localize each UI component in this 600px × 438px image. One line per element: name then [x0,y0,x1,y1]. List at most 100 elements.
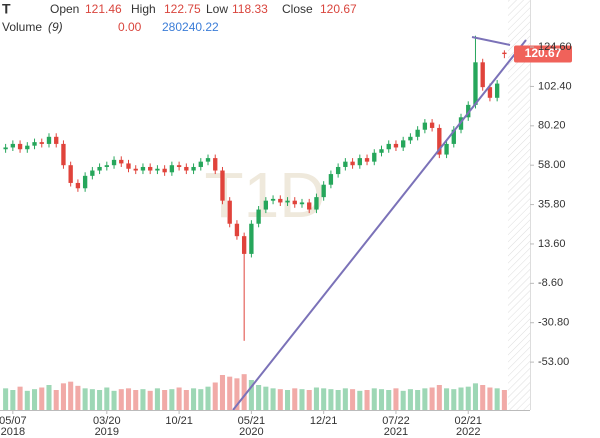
volume-bar [10,390,16,410]
volume-bar [118,389,124,410]
candle-body [162,168,167,173]
volume-bar [198,389,204,410]
volume-bar [191,388,197,410]
volume-bar [227,376,233,410]
volume-bar [306,390,312,410]
y-tick-label: -8.60 [538,277,563,289]
ohlc-value: 122.75 [164,2,201,16]
y-tick-label: 80.20 [538,120,566,132]
x-tick-year: 2022 [456,426,480,438]
volume-bar [501,390,507,410]
ohlc-label: Close [282,2,313,16]
y-tick-label: 58.00 [538,159,566,171]
candle-body [3,147,8,150]
volume-bar [263,386,269,410]
candle-body [386,143,391,150]
volume-bar [465,386,471,410]
candle-body [176,165,182,167]
volume-bar [378,389,385,410]
candle-body [415,129,420,137]
volume-bar [212,382,218,410]
candle-body [249,223,254,254]
volume-bar [444,388,450,410]
candle-body [444,143,449,155]
y-tick-label: 124.60 [538,41,572,53]
candle-body [292,200,297,205]
future-area [508,0,530,410]
candle-body [169,165,175,173]
candle-body [364,158,370,162]
candle-body [10,143,16,148]
candle-body [285,200,290,203]
volume-bar [357,390,363,410]
candle-body [314,197,319,210]
candle-body [422,122,428,130]
candle-body [155,168,160,171]
y-tick-label: -53.00 [538,356,569,368]
x-tick-year: 2021 [384,426,408,438]
candle-body [357,158,362,166]
candle-body [61,143,66,166]
volume-bar [169,389,175,410]
volume-bar [89,389,95,410]
x-tick-label: 05/07 [0,415,27,427]
candle-body [270,198,276,201]
candle-body [25,145,30,150]
candle-body [213,158,218,171]
x-tick-year: 2020 [239,426,263,438]
volume-bar [451,389,457,410]
candle-body [68,165,73,183]
candle-body [220,170,225,201]
candle-body [307,202,312,210]
volume-bar [24,390,30,410]
x-tick-label: 10/21 [165,415,193,427]
volume-bar [321,388,327,410]
volume-bar [53,390,59,410]
volume-bar [458,387,464,410]
x-tick-year: 2018 [1,426,25,438]
symbol: T [2,1,11,17]
volume-bar [154,388,160,410]
candle-body [82,175,88,189]
candle-body [126,163,131,169]
volume-bar [3,388,9,410]
volume-bar [407,389,413,410]
candle-body [39,142,44,144]
x-tick-label: 07/22 [382,415,410,427]
candle-body [234,223,240,237]
volume-bar [133,390,139,410]
volume-bar [328,389,334,410]
candle-body [480,62,485,88]
candle-body [97,166,102,171]
y-tick-label: 102.40 [538,80,572,92]
volume-bar [472,383,479,410]
candle-body [104,165,109,167]
volume-bar [494,388,500,410]
volume-bar [234,378,240,410]
candle-body [148,166,153,171]
candle-body [256,209,261,224]
ohlc-value: 118.33 [232,2,268,16]
volume-bar [68,381,74,410]
volume-bar [335,390,341,410]
volume-bar [176,387,182,410]
volume-bar [299,389,305,410]
volume-period: (9) [48,20,63,34]
volume-bar [415,390,421,410]
volume-bar [205,386,211,410]
candle-body [278,198,283,203]
candle-body [133,168,138,171]
volume-bar [183,390,189,410]
y-tick-label: 35.80 [538,198,566,210]
volume-bar [284,390,291,410]
volume-bar [277,389,283,410]
x-tick-label: 03/20 [93,415,121,427]
candle-body [227,200,232,224]
candle-body [487,87,493,98]
volume-bar [82,388,88,410]
volume-bar [75,385,81,410]
volume-bar [487,387,493,410]
volume-bar [162,390,168,410]
volume-bar [248,380,254,410]
